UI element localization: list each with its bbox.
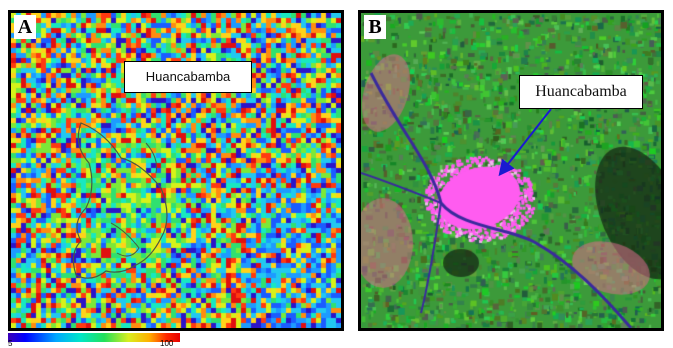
arrow-overlay [498, 108, 552, 177]
pointer-arrow [498, 108, 552, 177]
panel-letter-a: A [14, 15, 36, 39]
color-scale-min-label: 5 [8, 339, 13, 348]
panel-letter-b: B [364, 15, 386, 39]
panel-b-satellite-image: B Huancabamba [358, 10, 664, 331]
color-scale-max-label: 100 [160, 339, 174, 348]
town-label-a: Huancabamba [124, 61, 252, 93]
color-scale-bar [8, 333, 180, 342]
town-label-b: Huancabamba [519, 75, 643, 109]
panel-a-noise-map: A Huancabamba [8, 10, 344, 331]
town-boundary-overlay [72, 122, 168, 279]
